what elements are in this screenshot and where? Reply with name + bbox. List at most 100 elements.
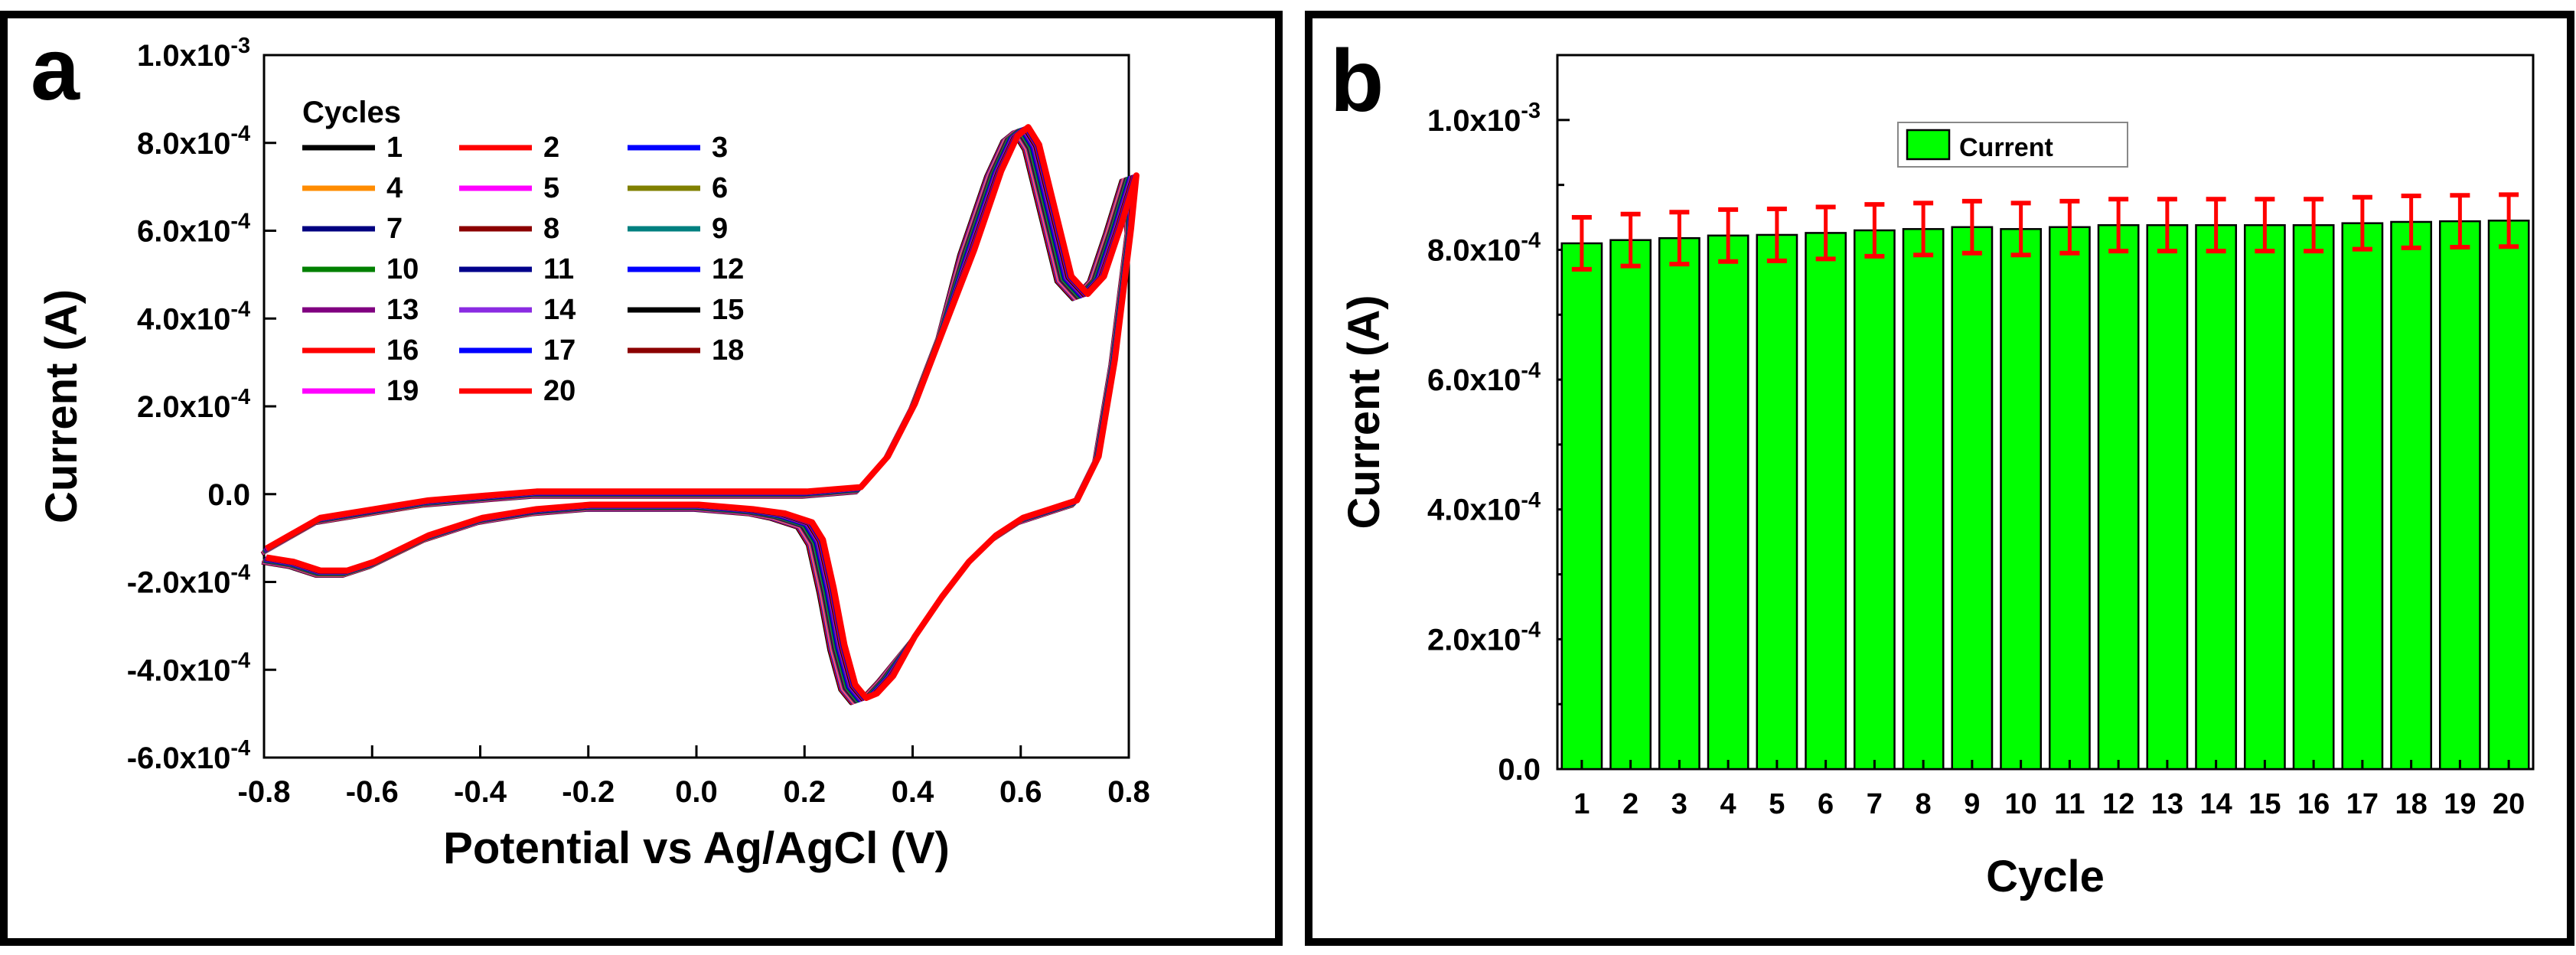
x-tick-label: 18: [2395, 788, 2427, 820]
x-tick-label: 16: [2297, 788, 2330, 820]
x-tick-label: -0.2: [562, 775, 615, 809]
y-tick-label: 4.0x10-4: [1427, 488, 1541, 527]
bar-cycle-8: [1902, 228, 1945, 771]
x-tick-label: 4: [1720, 788, 1736, 820]
x-tick-label: 0.4: [892, 775, 934, 809]
bar-cycle-5: [1756, 233, 1798, 771]
legend-label-15: 15: [712, 294, 744, 326]
y-tick-label-exponent: -4: [230, 648, 250, 673]
legend-label-14: 14: [543, 294, 576, 326]
panel-b-plot-frame: [1556, 54, 2535, 771]
x-tick-label: -0.8: [238, 775, 291, 809]
x-tick-label: 0.8: [1107, 775, 1150, 809]
x-tick-label: 13: [2151, 788, 2183, 820]
legend-label-17: 17: [543, 334, 576, 367]
y-tick-label-mantissa: 4.0x10: [1427, 494, 1521, 527]
x-axis-label: Potential vs Ag/AgCl (V): [443, 823, 950, 873]
y-tick-label-mantissa: -2.0x10: [127, 566, 231, 600]
y-tick-label-mantissa: 8.0x10: [1427, 233, 1521, 267]
y-tick-label: -6.0x10-4: [127, 736, 250, 775]
x-tick-label: 10: [2004, 788, 2036, 820]
bar-cycle-19: [2438, 220, 2481, 771]
x-tick-label: 2: [1622, 788, 1639, 820]
bar-cycle-16: [2292, 223, 2335, 771]
x-tick-label: 12: [2102, 788, 2134, 820]
legend-label-10: 10: [386, 253, 419, 285]
legend-label-4: 4: [386, 172, 403, 204]
bar-cycle-13: [2146, 223, 2189, 771]
x-tick-label: -0.6: [346, 775, 399, 809]
y-tick-label-mantissa: 6.0x10: [137, 215, 230, 249]
legend-label-current: Current: [1959, 133, 2053, 162]
y-tick-label: 6.0x10-4: [137, 210, 250, 249]
cv-curve-cycle-20: [265, 124, 1140, 701]
legend-label-18: 18: [712, 334, 744, 367]
y-tick-label: 1.0x10-3: [137, 34, 250, 73]
panel-a-letter: a: [31, 21, 80, 119]
y-tick-label: 2.0x10-4: [137, 385, 250, 424]
y-tick-label-exponent: -4: [230, 736, 250, 761]
legend-label-2: 2: [543, 132, 559, 164]
x-tick-label: 14: [2199, 788, 2232, 820]
panel-a-chart: a -0.8 -0.6 -0.4 -0.2 0.0 0.2 0.4 0.6 0.8 1.0x10-3…: [31, 21, 1150, 873]
x-axis-label: Cycle: [1986, 852, 2105, 901]
bar-cycle-4: [1707, 234, 1749, 771]
y-tick-label-mantissa: 0.0: [207, 478, 250, 512]
legend-label-20: 20: [543, 375, 576, 407]
y-tick-label-exponent: -4: [1521, 618, 1541, 643]
x-tick-label: 17: [2346, 788, 2379, 820]
legend-label-16: 16: [386, 334, 419, 367]
y-tick-label-exponent: -4: [1521, 488, 1541, 513]
x-tick-label: 9: [1964, 788, 1980, 820]
bar-cycle-17: [2341, 222, 2384, 771]
x-tick-label: 0.0: [675, 775, 718, 809]
legend-label-19: 19: [386, 375, 419, 407]
bar-cycle-7: [1853, 229, 1896, 771]
bar-cycle-10: [2000, 228, 2043, 771]
legend-label-11: 11: [543, 253, 574, 285]
y-tick-label-mantissa: 8.0x10: [137, 127, 230, 161]
legend-label-7: 7: [386, 213, 403, 245]
x-tick-label: 19: [2444, 788, 2476, 820]
legend-label-6: 6: [712, 172, 728, 204]
panel-b-letter: b: [1330, 32, 1384, 130]
x-tick-label: 20: [2493, 788, 2525, 820]
bar-cycle-6: [1805, 232, 1847, 771]
bar-cycle-15: [2243, 223, 2286, 771]
y-tick-label: 8.0x10-4: [137, 122, 250, 161]
legend-label-12: 12: [712, 253, 744, 285]
x-tick-label: 3: [1671, 788, 1687, 820]
y-tick-label-mantissa: 2.0x10: [1427, 623, 1521, 657]
y-tick-label-exponent: -4: [1521, 229, 1541, 253]
x-tick-label: 0.6: [999, 775, 1042, 809]
bar-cycle-18: [2390, 220, 2433, 771]
bar-cycle-2: [1609, 239, 1652, 771]
x-tick-label: 15: [2248, 788, 2281, 820]
y-tick-label-mantissa: 6.0x10: [1427, 363, 1521, 397]
y-tick-label-exponent: -4: [230, 561, 250, 585]
y-tick-label-mantissa: 1.0x10: [137, 39, 230, 73]
y-tick-label-exponent: -4: [230, 385, 250, 409]
y-tick-label: 8.0x10-4: [1427, 229, 1541, 268]
y-tick-label-exponent: -4: [1521, 358, 1541, 383]
y-tick-label-mantissa: -4.0x10: [127, 654, 231, 687]
y-tick-label-exponent: -4: [230, 122, 250, 146]
legend-label-3: 3: [712, 132, 728, 164]
y-tick-label-mantissa: 4.0x10: [137, 302, 230, 336]
y-tick-label: -2.0x10-4: [127, 561, 250, 600]
bar-cycle-12: [2097, 223, 2140, 771]
x-tick-label: 7: [1867, 788, 1883, 820]
x-tick-label: 1: [1573, 788, 1590, 820]
x-tick-label: 6: [1818, 788, 1834, 820]
bar-cycle-14: [2195, 223, 2238, 771]
y-tick-label: -4.0x10-4: [127, 648, 250, 687]
y-tick-label-exponent: -3: [1521, 99, 1541, 123]
y-tick-label: 6.0x10-4: [1427, 358, 1541, 397]
x-tick-label: 11: [2054, 788, 2085, 820]
legend-label-8: 8: [543, 213, 559, 245]
panel-b-chart: b0.02.0x10-44.0x10-46.0x10-48.0x10-41.0x…: [1330, 32, 2535, 901]
legend-label-9: 9: [712, 213, 728, 245]
y-tick-label-exponent: -4: [230, 297, 250, 321]
y-tick-label: 1.0x10-3: [1427, 99, 1541, 138]
